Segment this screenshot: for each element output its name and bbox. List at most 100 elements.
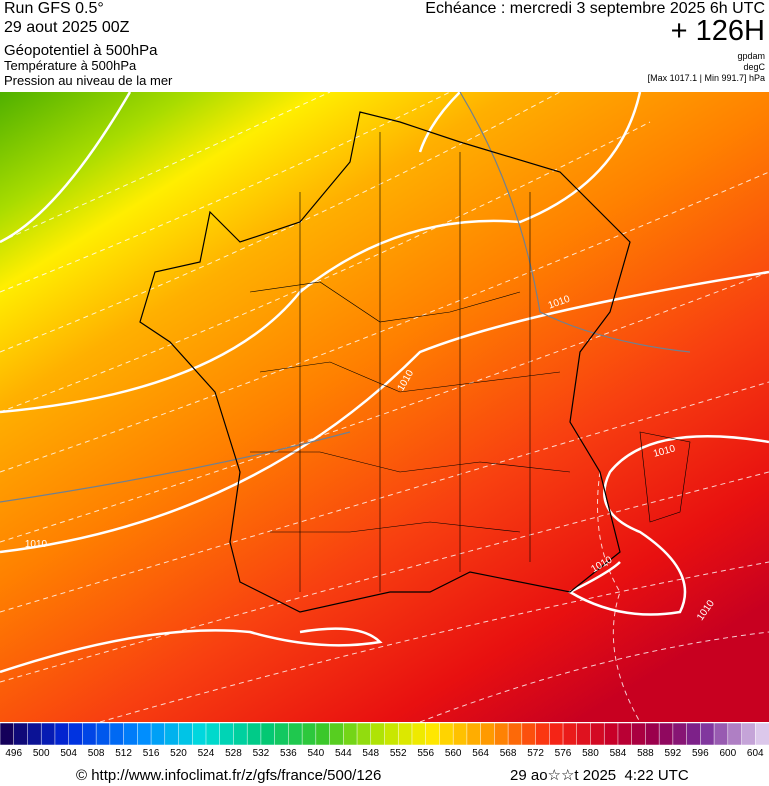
pressure-lines	[0, 92, 691, 503]
colorbar-cell	[617, 723, 633, 745]
colorbar-cell	[164, 723, 180, 745]
colorbar-cell	[343, 723, 358, 745]
run: Run GFS 0.5°	[4, 0, 104, 17]
colorbar-cell	[658, 723, 674, 745]
colorbar-cell	[246, 723, 262, 745]
colorbar-cell	[274, 723, 289, 745]
colorbar-cell	[645, 723, 660, 745]
colorbar-label: 496	[5, 748, 23, 759]
colorbar-label: 532	[252, 748, 270, 759]
colorbar	[0, 723, 769, 745]
colorbar-cell	[576, 723, 592, 745]
colorbar-cell	[384, 723, 399, 745]
colorbar-cell	[370, 723, 386, 745]
colorbar-label: 568	[499, 748, 517, 759]
colorbar-label: 520	[170, 748, 187, 759]
colorbar-cell	[260, 723, 276, 745]
colorbar-cell	[562, 723, 578, 745]
pressure-range: [Max 1017.1 | Min 991.7] hPa	[647, 73, 765, 83]
field: Pression au niveau de la mer	[4, 73, 173, 88]
colorbar-cell	[741, 723, 756, 745]
colorbar-cell	[631, 723, 646, 745]
colorbar-label: 504	[60, 748, 77, 759]
colorbar-label: 544	[334, 748, 352, 759]
run-date: 29 aout 2025 00Z	[4, 19, 130, 36]
colorbar-cell	[54, 723, 70, 745]
footer-url: © http://www.infoclimat.fr/z/gfs/france/…	[76, 767, 382, 784]
field: Géopotentiel à 500hPa	[4, 42, 158, 59]
unit: degC	[743, 62, 765, 72]
colorbar-cell	[178, 723, 193, 745]
colorbar-cell	[397, 723, 413, 745]
colorbar-cell	[205, 723, 221, 745]
valid-time: Echéance : mercredi 3 septembre 2025 6h …	[425, 0, 765, 17]
colorbar-label: 552	[389, 748, 407, 759]
colorbar-cell	[521, 723, 537, 745]
colorbar-cell	[590, 723, 605, 745]
colorbar-label: 564	[472, 748, 489, 759]
colorbar-cell	[700, 723, 715, 745]
colorbar-cell	[137, 723, 152, 745]
colorbar-cell	[452, 723, 468, 745]
colorbar-label: 560	[444, 748, 462, 759]
colorbar-cell	[109, 723, 125, 745]
colorbar-label: 592	[664, 748, 682, 759]
colorbar-cell	[150, 723, 166, 745]
colorbar-label: 556	[417, 748, 435, 759]
colorbar-label: 600	[719, 748, 737, 759]
colorbar-cell	[0, 723, 15, 745]
colorbar-cell	[439, 723, 454, 745]
footer-stamp: 29 ao☆☆t 2025 4:22 UTC	[510, 767, 689, 784]
colorbar-label: 508	[87, 748, 105, 759]
colorbar-cell	[727, 723, 743, 745]
colorbar-cell	[356, 723, 372, 745]
colorbar-cell	[219, 723, 234, 745]
colorbar-cell	[95, 723, 111, 745]
colorbar-cell	[411, 723, 427, 745]
colorbar-label: 572	[527, 748, 544, 759]
colorbar-cell	[68, 723, 83, 745]
colorbar-label: 500	[32, 748, 50, 759]
colorbar-cell	[672, 723, 688, 745]
lead-time: + 126H	[670, 15, 765, 47]
temperature-isolines	[0, 92, 769, 722]
colorbar-cell	[40, 723, 56, 745]
colorbar-cell	[755, 723, 769, 745]
colorbar-label: 528	[225, 748, 242, 759]
unit: gpdam	[737, 51, 765, 61]
colorbar-label: 580	[582, 748, 599, 759]
colorbar-cell	[549, 723, 564, 745]
departments	[249, 132, 691, 592]
colorbar-cell	[288, 723, 303, 745]
colorbar-label: 536	[280, 748, 297, 759]
colorbar-cell	[315, 723, 331, 745]
isobar-label: 1010	[25, 539, 48, 550]
colorbar-label: 548	[362, 748, 380, 759]
colorbar-cell	[480, 723, 495, 745]
field: Température à 500hPa	[4, 58, 137, 73]
colorbar-cell	[13, 723, 29, 745]
colorbar-label: 596	[691, 748, 709, 759]
colorbar-label: 516	[142, 748, 160, 759]
colorbar-label: 584	[609, 748, 627, 759]
colorbar-cell	[535, 723, 550, 745]
colorbar-label: 524	[197, 748, 215, 759]
colorbar-cell	[27, 723, 42, 745]
france-outline	[139, 111, 631, 613]
colorbar-cell	[329, 723, 344, 745]
colorbar-cell	[507, 723, 523, 745]
colorbar-cell	[466, 723, 482, 745]
colorbar-label: 540	[307, 748, 325, 759]
colorbar-cell	[494, 723, 509, 745]
colorbar-label: 576	[554, 748, 572, 759]
colorbar-cell	[686, 723, 701, 745]
colorbar-cell	[301, 723, 317, 745]
colorbar-label: 604	[746, 748, 764, 759]
temperature-field	[0, 92, 769, 722]
colorbar-cell	[233, 723, 248, 745]
colorbar-cell	[425, 723, 440, 745]
colorbar-cell	[123, 723, 138, 745]
colorbar-label: 588	[637, 748, 654, 759]
colorbar-cell	[713, 723, 729, 745]
